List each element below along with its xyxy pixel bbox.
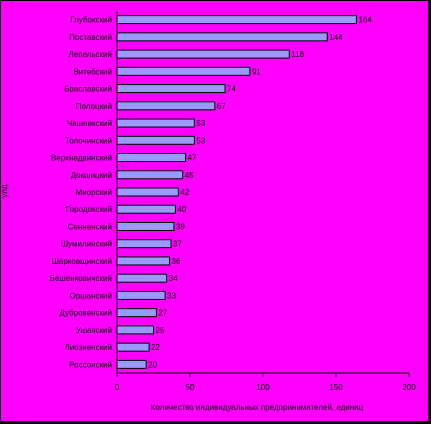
- bar: [116, 204, 176, 214]
- bar: [116, 308, 157, 318]
- bar: [116, 49, 290, 59]
- category-label: Лиозненский: [65, 343, 112, 352]
- x-tick-label: 50: [186, 383, 195, 392]
- value-label: 39: [176, 222, 185, 231]
- bar: [116, 221, 175, 231]
- category-label: Толочинский: [65, 136, 112, 145]
- bar: [116, 256, 171, 266]
- category-label: Полоцкий: [76, 102, 112, 111]
- category-labels: Глубокский Поставский Лепельский Витебский Б…: [50, 16, 112, 370]
- value-label: 47: [188, 154, 197, 163]
- category-label: Глубокский: [70, 16, 112, 25]
- bar: [116, 66, 251, 76]
- bar: [116, 84, 226, 94]
- category-label: Миорский: [76, 188, 112, 197]
- x-tick-label: 150: [329, 383, 343, 392]
- category-label: Витебский: [73, 67, 112, 76]
- value-label: 74: [227, 85, 236, 94]
- bar: [116, 187, 179, 197]
- value-label: 36: [172, 257, 181, 266]
- category-label: Поставский: [69, 33, 112, 42]
- category-label: Шумилинский: [61, 240, 112, 249]
- bars-group: [116, 15, 357, 369]
- value-label: 45: [185, 171, 194, 180]
- category-label: Браславский: [64, 85, 112, 94]
- category-label: Россонский: [69, 360, 112, 369]
- bar: [116, 15, 357, 25]
- x-axis-ticks: 0 50 100 150 200: [115, 373, 416, 392]
- value-label: 42: [180, 188, 189, 197]
- bar: [116, 153, 187, 163]
- value-label: 164: [358, 16, 372, 25]
- category-label: Оршанский: [70, 291, 112, 300]
- category-label: Ушачский: [76, 326, 112, 335]
- value-label: 25: [156, 326, 165, 335]
- x-tick-label: 100: [256, 383, 270, 392]
- value-label: 22: [151, 343, 160, 352]
- bar: [116, 359, 147, 369]
- x-tick-label: 0: [115, 383, 120, 392]
- x-tick-label: 200: [402, 383, 416, 392]
- value-label: 144: [329, 33, 343, 42]
- category-label: Шарковщинский: [52, 257, 112, 266]
- bar: [116, 325, 154, 335]
- bar: [116, 170, 184, 180]
- value-label: 33: [167, 291, 176, 300]
- y-axis-title: улд: [1, 184, 9, 197]
- value-label: 27: [158, 309, 167, 318]
- bar: [116, 101, 216, 111]
- value-label: 118: [291, 50, 304, 59]
- bar: [116, 290, 166, 300]
- category-label: Дубровенский: [59, 309, 112, 318]
- value-label: 37: [173, 240, 182, 249]
- bar: [116, 135, 195, 145]
- value-label: 53: [196, 136, 205, 145]
- value-label: 20: [148, 360, 157, 369]
- value-label: 91: [252, 67, 261, 76]
- category-label: Городокский: [66, 205, 112, 214]
- category-label: Бешенковичский: [50, 274, 112, 283]
- category-label: Верхнедвинский: [51, 154, 112, 163]
- bar: [116, 273, 168, 283]
- value-label: 53: [196, 119, 205, 128]
- category-label: Чашникский: [67, 119, 112, 128]
- bar: [116, 342, 150, 352]
- value-label: 40: [177, 205, 186, 214]
- bar: [116, 118, 195, 128]
- bar: [116, 32, 328, 42]
- category-label: Докшицкий: [71, 171, 112, 180]
- category-label: Сенненский: [68, 222, 112, 231]
- value-label: 34: [169, 274, 178, 283]
- x-axis-title: Количество индивидуальных предпринимател…: [151, 403, 364, 412]
- bar: [116, 239, 172, 249]
- value-label: 67: [217, 102, 226, 111]
- category-label: Лепельский: [69, 50, 113, 59]
